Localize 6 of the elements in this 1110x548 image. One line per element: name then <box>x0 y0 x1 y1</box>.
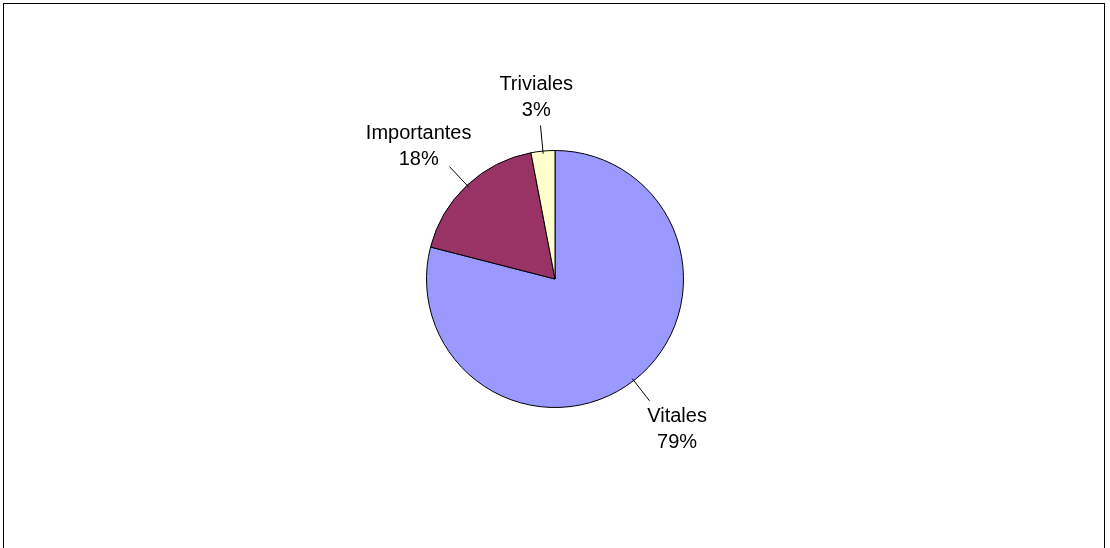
data-label: 3% <box>521 97 551 120</box>
data-label: 18% <box>398 147 439 170</box>
slice-label: Triviales <box>499 71 574 94</box>
slice-label: Importantes <box>365 121 472 144</box>
slice-label: Vitales <box>647 404 707 427</box>
data-label: 79% <box>657 430 698 453</box>
